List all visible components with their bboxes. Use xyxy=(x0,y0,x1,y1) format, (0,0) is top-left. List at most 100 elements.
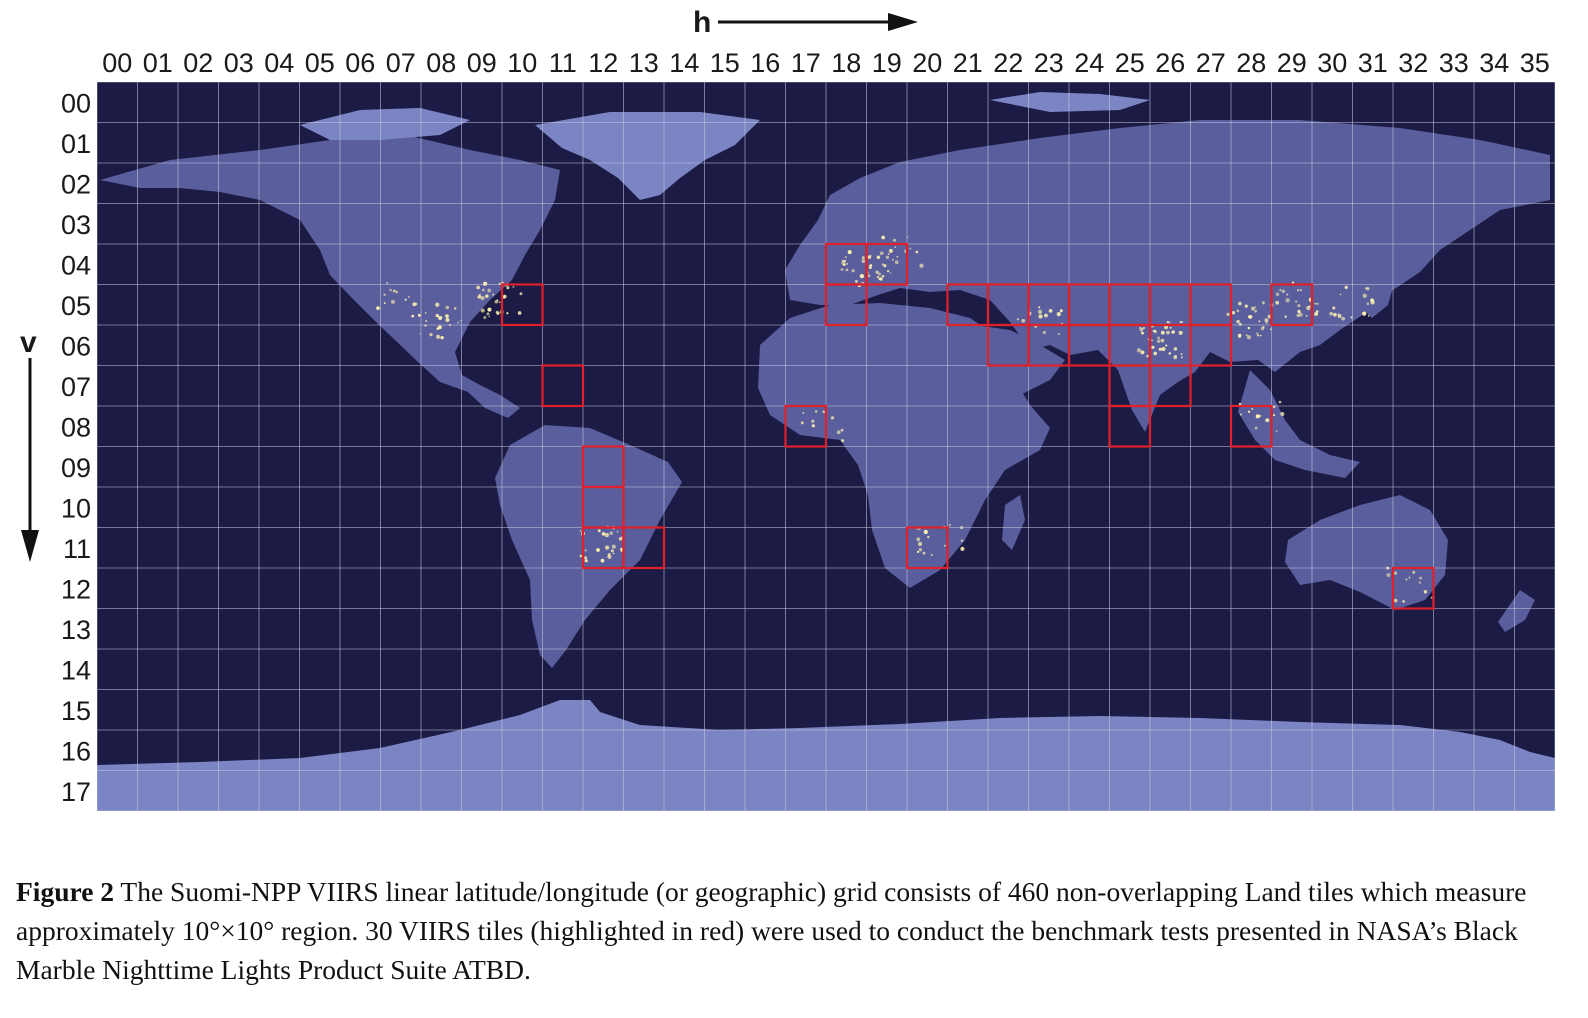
city-light xyxy=(1247,326,1251,330)
h-tile-label: 18 xyxy=(831,48,861,78)
city-light xyxy=(1275,430,1278,432)
v-tile-label: 16 xyxy=(61,736,91,766)
city-light xyxy=(1141,331,1144,335)
city-light xyxy=(854,279,858,283)
city-light xyxy=(1366,286,1370,291)
city-light xyxy=(894,246,897,249)
h-tile-label: 09 xyxy=(467,48,497,78)
city-light xyxy=(1291,281,1295,284)
city-light xyxy=(868,266,872,269)
city-light xyxy=(886,270,890,273)
city-light xyxy=(1157,336,1160,340)
city-light xyxy=(1244,304,1248,308)
figure-caption: Figure 2 The Suomi-NPP VIIRS linear lati… xyxy=(16,872,1572,989)
v-tile-label: 04 xyxy=(61,250,91,280)
city-light xyxy=(437,325,442,330)
city-light xyxy=(1306,305,1311,311)
city-light xyxy=(1265,418,1270,422)
city-light xyxy=(1160,330,1165,335)
h-tile-label: 30 xyxy=(1317,48,1347,78)
city-light xyxy=(584,556,588,560)
city-light xyxy=(408,295,410,298)
city-light xyxy=(800,421,804,425)
city-light xyxy=(960,546,965,551)
city-light xyxy=(506,286,510,290)
land-masses xyxy=(100,92,1550,668)
city-light xyxy=(1021,318,1026,323)
city-light xyxy=(859,273,865,279)
city-light xyxy=(1037,309,1043,314)
city-light xyxy=(840,268,844,271)
city-light xyxy=(1412,570,1416,574)
city-light xyxy=(1153,351,1158,356)
city-light xyxy=(579,554,583,558)
city-light xyxy=(879,251,884,256)
city-light xyxy=(1059,309,1063,313)
city-light xyxy=(841,259,844,262)
city-light xyxy=(1393,598,1398,603)
v-tile-label: 07 xyxy=(61,372,91,402)
city-light xyxy=(1142,326,1146,330)
city-light xyxy=(1251,306,1256,311)
city-light xyxy=(1146,354,1149,358)
h-tile-label: 17 xyxy=(791,48,821,78)
city-light xyxy=(601,532,606,536)
southeast-asia xyxy=(1238,370,1360,478)
city-light xyxy=(1402,600,1405,603)
city-light xyxy=(487,307,492,312)
h-tile-label: 25 xyxy=(1115,48,1145,78)
h-tile-label: 00 xyxy=(102,48,132,78)
svalbard-islands xyxy=(990,92,1150,112)
h-tile-label: 22 xyxy=(993,48,1023,78)
city-light xyxy=(1231,310,1236,315)
city-light xyxy=(1169,326,1172,329)
highlighted-tile xyxy=(865,242,909,286)
city-light xyxy=(1257,334,1260,337)
v-tile-label: 03 xyxy=(61,210,91,240)
city-light xyxy=(822,410,826,414)
city-light xyxy=(1329,311,1334,316)
city-light xyxy=(445,305,450,310)
city-light xyxy=(383,293,386,296)
city-light xyxy=(496,311,500,316)
city-light xyxy=(875,270,879,274)
city-light xyxy=(435,302,440,307)
city-light xyxy=(435,314,439,318)
h-tile-label: 27 xyxy=(1196,48,1226,78)
city-light xyxy=(802,411,805,414)
city-light xyxy=(605,545,610,550)
city-light xyxy=(596,548,600,552)
v-tile-label: 01 xyxy=(61,129,91,159)
city-light xyxy=(392,289,396,293)
city-light xyxy=(1165,344,1168,347)
h-tile-labels: 00 01 02 03 04 05 06 07 08 09 10 11 12 13 14 15 16 17 18 19… xyxy=(102,48,1550,78)
h-tile-label: 19 xyxy=(872,48,902,78)
h-tile-label: 01 xyxy=(143,48,173,78)
city-light xyxy=(1297,304,1301,308)
v-tile-label: 08 xyxy=(61,412,91,442)
city-light xyxy=(436,334,441,339)
city-light xyxy=(395,290,398,294)
highlighted-tile xyxy=(541,364,585,408)
h-tile-label: 11 xyxy=(549,48,577,78)
h-tile-label: 12 xyxy=(588,48,618,78)
city-light xyxy=(1153,330,1157,334)
city-light xyxy=(376,306,380,310)
city-light xyxy=(1254,306,1257,308)
city-light xyxy=(867,255,872,259)
city-light xyxy=(1178,330,1183,335)
city-light xyxy=(1314,302,1317,305)
city-light xyxy=(922,551,926,555)
city-light xyxy=(1423,590,1428,594)
city-light xyxy=(1247,410,1251,413)
city-light xyxy=(883,264,887,268)
city-light xyxy=(1286,293,1289,296)
city-light xyxy=(610,549,614,553)
city-light xyxy=(1160,338,1165,343)
h-axis-letter: h xyxy=(693,6,711,39)
v-tile-label: 10 xyxy=(61,493,91,523)
v-tile-label: 05 xyxy=(61,291,91,321)
h-tile-label: 24 xyxy=(1074,48,1104,78)
city-light xyxy=(480,295,485,301)
city-light xyxy=(1168,352,1172,355)
